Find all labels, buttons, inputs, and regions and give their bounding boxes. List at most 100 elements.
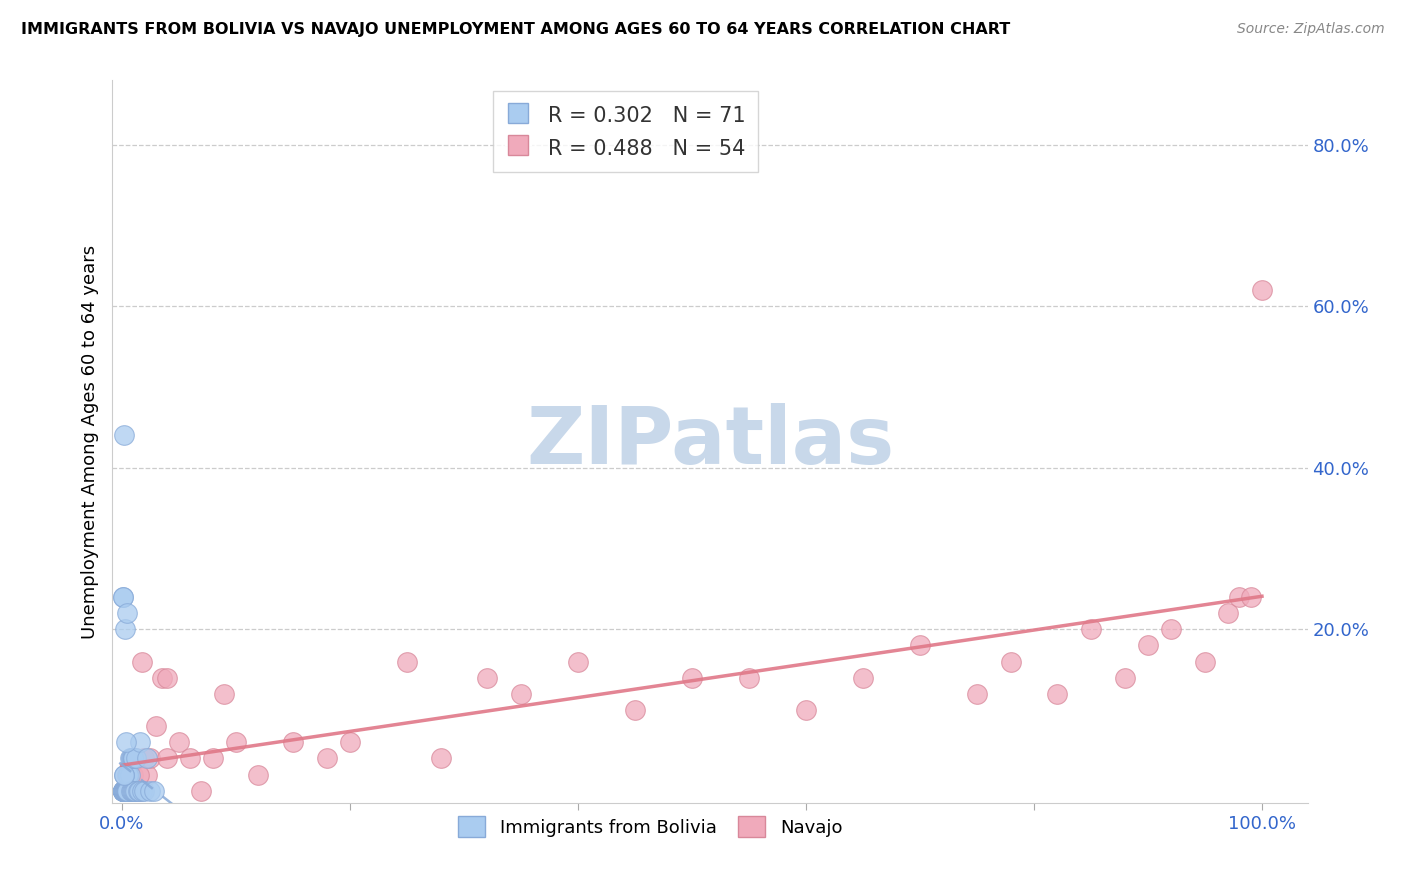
Point	[115, 735, 138, 749]
Point	[156, 671, 179, 685]
Point	[111, 783, 134, 797]
Point	[135, 767, 157, 781]
Point	[131, 655, 153, 669]
Point	[117, 767, 139, 781]
Point	[111, 590, 134, 604]
Point	[117, 767, 139, 781]
Point	[1251, 283, 1274, 297]
Text: IMMIGRANTS FROM BOLIVIA VS NAVAJO UNEMPLOYMENT AMONG AGES 60 TO 64 YEARS CORRELA: IMMIGRANTS FROM BOLIVIA VS NAVAJO UNEMPL…	[21, 22, 1011, 37]
Point	[122, 783, 145, 797]
Point	[114, 783, 136, 797]
Point	[117, 783, 139, 797]
Point	[139, 751, 162, 765]
Point	[122, 783, 145, 797]
Point	[111, 783, 134, 797]
Point	[128, 735, 150, 749]
Point	[122, 767, 145, 781]
Point	[122, 783, 145, 797]
Text: Source: ZipAtlas.com: Source: ZipAtlas.com	[1237, 22, 1385, 37]
Point	[128, 767, 150, 781]
Point	[966, 687, 988, 701]
Point	[1000, 655, 1022, 669]
Point	[156, 751, 179, 765]
Point	[117, 767, 139, 781]
Point	[395, 655, 418, 669]
Point	[117, 606, 139, 620]
Point	[117, 767, 139, 781]
Point	[139, 783, 162, 797]
Point	[134, 751, 156, 765]
Point	[111, 783, 134, 797]
Point	[1194, 655, 1216, 669]
Point	[117, 783, 139, 797]
Point	[117, 783, 139, 797]
Point	[115, 783, 138, 797]
Point	[567, 655, 589, 669]
Point	[247, 767, 270, 781]
Point	[852, 671, 875, 685]
Point	[120, 751, 142, 765]
Point	[112, 783, 135, 797]
Point	[1046, 687, 1069, 701]
Point	[179, 751, 201, 765]
Y-axis label: Unemployment Among Ages 60 to 64 years: Unemployment Among Ages 60 to 64 years	[80, 244, 98, 639]
Legend: Immigrants from Bolivia, Navajo: Immigrants from Bolivia, Navajo	[451, 809, 849, 845]
Point	[135, 751, 157, 765]
Point	[117, 767, 139, 781]
Point	[111, 783, 134, 797]
Point	[112, 783, 135, 797]
Point	[115, 783, 138, 797]
Point	[112, 783, 135, 797]
Point	[122, 751, 145, 765]
Point	[112, 783, 135, 797]
Point	[1160, 622, 1182, 636]
Point	[112, 783, 135, 797]
Point	[120, 783, 142, 797]
Point	[121, 751, 143, 765]
Point	[114, 783, 136, 797]
Point	[681, 671, 703, 685]
Point	[115, 783, 138, 797]
Point	[112, 767, 135, 781]
Point	[190, 783, 212, 797]
Point	[112, 783, 135, 797]
Point	[111, 783, 134, 797]
Point	[128, 783, 150, 797]
Point	[120, 783, 142, 797]
Point	[111, 783, 134, 797]
Point	[114, 783, 136, 797]
Point	[167, 735, 190, 749]
Point	[142, 783, 165, 797]
Point	[114, 622, 136, 636]
Point	[430, 751, 453, 765]
Point	[114, 783, 136, 797]
Point	[112, 767, 135, 781]
Point	[475, 671, 498, 685]
Point	[111, 783, 134, 797]
Point	[112, 783, 135, 797]
Point	[120, 783, 142, 797]
Point	[111, 590, 134, 604]
Point	[115, 783, 138, 797]
Point	[117, 783, 139, 797]
Point	[114, 783, 136, 797]
Point	[112, 783, 135, 797]
Point	[117, 783, 139, 797]
Point	[118, 751, 141, 765]
Point	[118, 767, 141, 781]
Point	[145, 719, 167, 733]
Point	[212, 687, 235, 701]
Point	[1080, 622, 1102, 636]
Point	[124, 751, 146, 765]
Point	[225, 735, 247, 749]
Text: ZIPatlas: ZIPatlas	[526, 402, 894, 481]
Point	[908, 639, 931, 653]
Point	[112, 428, 135, 442]
Point	[114, 783, 136, 797]
Point	[124, 783, 146, 797]
Point	[111, 783, 134, 797]
Point	[114, 783, 136, 797]
Point	[1136, 639, 1159, 653]
Point	[112, 783, 135, 797]
Point	[127, 783, 149, 797]
